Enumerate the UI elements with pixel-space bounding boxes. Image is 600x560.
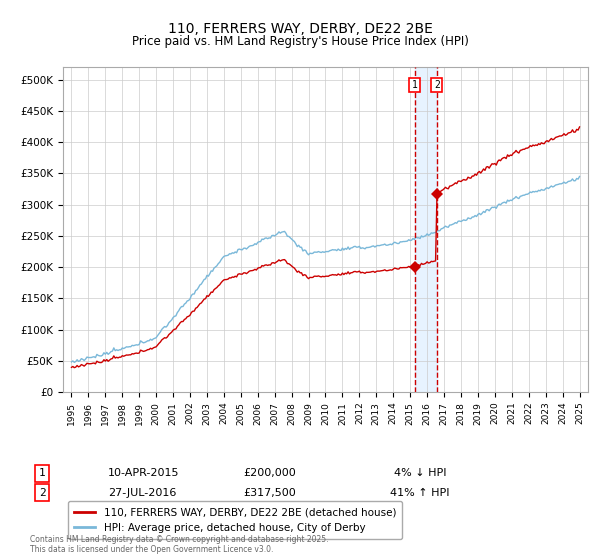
Text: 1: 1: [412, 80, 418, 90]
Text: 1: 1: [38, 468, 46, 478]
Text: £317,500: £317,500: [244, 488, 296, 498]
Text: 2: 2: [434, 80, 440, 90]
Text: 27-JUL-2016: 27-JUL-2016: [108, 488, 176, 498]
Text: Contains HM Land Registry data © Crown copyright and database right 2025.
This d: Contains HM Land Registry data © Crown c…: [30, 535, 329, 554]
Text: 110, FERRERS WAY, DERBY, DE22 2BE: 110, FERRERS WAY, DERBY, DE22 2BE: [167, 22, 433, 36]
Text: 4% ↓ HPI: 4% ↓ HPI: [394, 468, 446, 478]
Legend: 110, FERRERS WAY, DERBY, DE22 2BE (detached house), HPI: Average price, detached: 110, FERRERS WAY, DERBY, DE22 2BE (detac…: [68, 501, 403, 539]
Text: Price paid vs. HM Land Registry's House Price Index (HPI): Price paid vs. HM Land Registry's House …: [131, 35, 469, 48]
Text: 2: 2: [38, 488, 46, 498]
Bar: [415, 67, 437, 392]
Text: 10-APR-2015: 10-APR-2015: [108, 468, 179, 478]
Text: 41% ↑ HPI: 41% ↑ HPI: [390, 488, 450, 498]
Text: £200,000: £200,000: [244, 468, 296, 478]
